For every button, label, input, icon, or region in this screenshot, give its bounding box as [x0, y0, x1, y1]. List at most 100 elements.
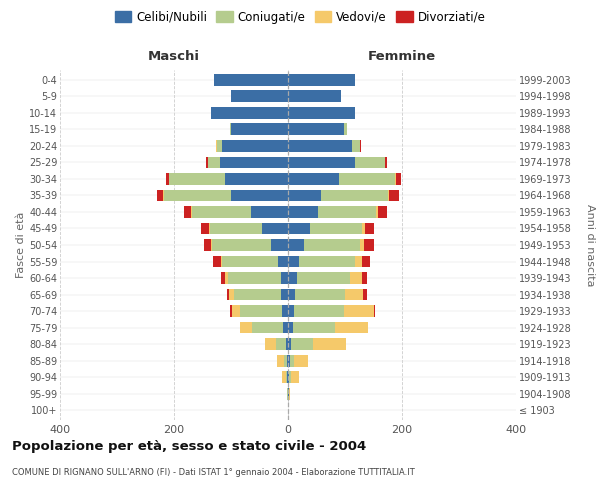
- Text: COMUNE DI RIGNANO SULL'ARNO (FI) - Dati ISTAT 1° gennaio 2004 - Elaborazione TUT: COMUNE DI RIGNANO SULL'ARNO (FI) - Dati …: [12, 468, 415, 477]
- Bar: [204, 239, 211, 251]
- Bar: [271, 239, 288, 251]
- Bar: [220, 156, 288, 168]
- Bar: [288, 107, 355, 119]
- Text: Popolazione per età, sesso e stato civile - 2004: Popolazione per età, sesso e stato civil…: [12, 440, 366, 453]
- Bar: [355, 156, 385, 168]
- Bar: [209, 222, 210, 234]
- Bar: [289, 371, 291, 383]
- Bar: [288, 338, 291, 350]
- Bar: [344, 124, 347, 136]
- Bar: [262, 222, 288, 234]
- Bar: [201, 222, 209, 234]
- Bar: [376, 206, 378, 218]
- Bar: [265, 338, 276, 350]
- Bar: [166, 173, 169, 185]
- Bar: [288, 239, 304, 251]
- Bar: [211, 239, 212, 251]
- Bar: [286, 371, 287, 383]
- Bar: [214, 256, 221, 268]
- Bar: [296, 272, 350, 284]
- Bar: [395, 173, 397, 185]
- Bar: [277, 354, 284, 366]
- Bar: [276, 338, 286, 350]
- Bar: [284, 354, 287, 366]
- Bar: [291, 338, 313, 350]
- Bar: [364, 239, 373, 251]
- Bar: [191, 206, 192, 218]
- Bar: [389, 190, 398, 202]
- Bar: [208, 156, 220, 168]
- Bar: [288, 272, 296, 284]
- Bar: [164, 190, 231, 202]
- Bar: [362, 256, 370, 268]
- Bar: [288, 90, 341, 102]
- Bar: [340, 173, 395, 185]
- Bar: [363, 288, 367, 300]
- Bar: [299, 256, 355, 268]
- Bar: [230, 124, 231, 136]
- Bar: [192, 206, 251, 218]
- Bar: [397, 173, 401, 185]
- Bar: [288, 173, 340, 185]
- Bar: [221, 256, 222, 268]
- Bar: [345, 288, 363, 300]
- Bar: [288, 206, 317, 218]
- Bar: [227, 288, 229, 300]
- Bar: [278, 256, 288, 268]
- Bar: [313, 338, 346, 350]
- Bar: [362, 222, 365, 234]
- Bar: [230, 305, 232, 317]
- Bar: [360, 239, 364, 251]
- Bar: [226, 173, 288, 185]
- Bar: [288, 354, 290, 366]
- Legend: Celibi/Nubili, Coniugati/e, Vedovi/e, Divorziati/e: Celibi/Nubili, Coniugati/e, Vedovi/e, Di…: [110, 6, 490, 28]
- Bar: [222, 256, 278, 268]
- Bar: [289, 388, 290, 400]
- Bar: [288, 124, 344, 136]
- Bar: [251, 206, 288, 218]
- Bar: [287, 354, 288, 366]
- Bar: [291, 371, 299, 383]
- Bar: [310, 222, 362, 234]
- Bar: [214, 74, 288, 86]
- Bar: [288, 288, 295, 300]
- Bar: [350, 272, 362, 284]
- Bar: [290, 354, 294, 366]
- Bar: [283, 371, 286, 383]
- Bar: [232, 305, 239, 317]
- Bar: [288, 222, 310, 234]
- Text: Femmine: Femmine: [368, 50, 436, 62]
- Bar: [294, 354, 308, 366]
- Bar: [304, 239, 360, 251]
- Bar: [365, 222, 374, 234]
- Bar: [288, 74, 355, 86]
- Bar: [288, 305, 294, 317]
- Bar: [235, 288, 281, 300]
- Bar: [231, 124, 288, 136]
- Bar: [252, 322, 283, 334]
- Bar: [355, 256, 362, 268]
- Bar: [281, 288, 288, 300]
- Bar: [362, 272, 367, 284]
- Bar: [206, 156, 208, 168]
- Bar: [231, 190, 288, 202]
- Bar: [288, 322, 293, 334]
- Bar: [335, 322, 368, 334]
- Bar: [210, 222, 262, 234]
- Bar: [239, 322, 252, 334]
- Bar: [281, 272, 288, 284]
- Bar: [169, 173, 226, 185]
- Bar: [231, 90, 288, 102]
- Bar: [385, 156, 387, 168]
- Bar: [294, 305, 344, 317]
- Y-axis label: Fasce di età: Fasce di età: [16, 212, 26, 278]
- Bar: [373, 305, 374, 317]
- Bar: [283, 322, 288, 334]
- Bar: [288, 190, 321, 202]
- Bar: [184, 206, 191, 218]
- Bar: [239, 305, 283, 317]
- Bar: [223, 140, 288, 152]
- Bar: [157, 190, 163, 202]
- Bar: [317, 206, 376, 218]
- Bar: [344, 305, 373, 317]
